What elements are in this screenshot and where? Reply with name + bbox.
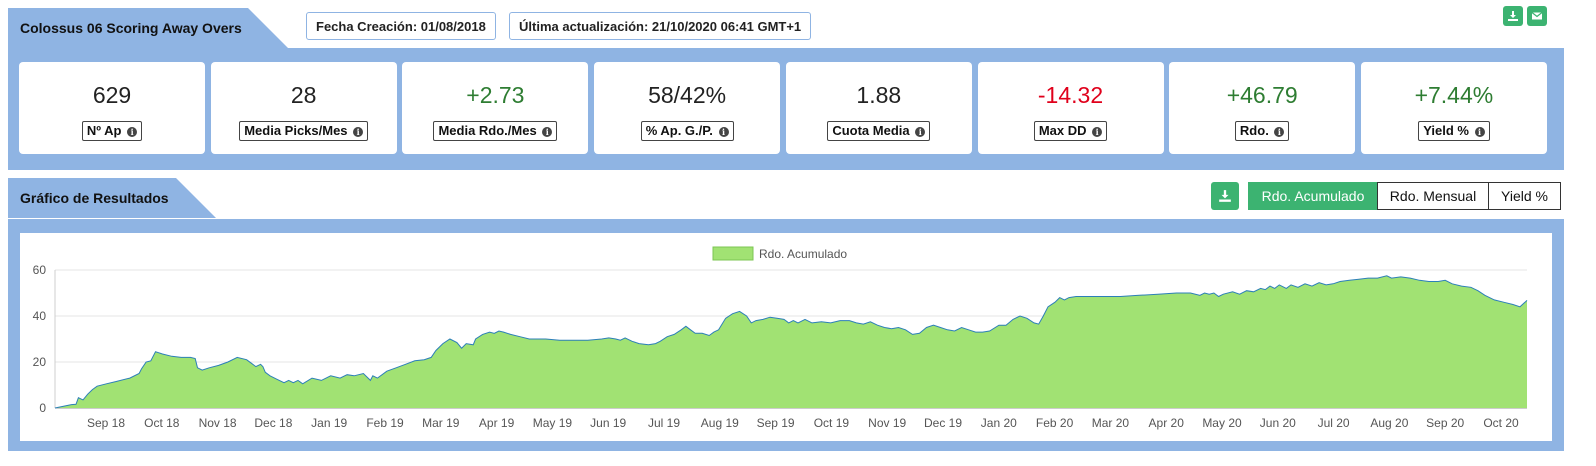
stat-card: +46.79 Rdo. i bbox=[1169, 62, 1356, 154]
download-icon bbox=[1508, 11, 1518, 21]
toggle-yield[interactable]: Yield % bbox=[1488, 182, 1561, 210]
chart-download-button[interactable] bbox=[1211, 182, 1239, 210]
stat-label[interactable]: Cuota Media i bbox=[827, 121, 931, 141]
x-tick-label: May 20 bbox=[1202, 416, 1242, 430]
x-tick-label: Jul 20 bbox=[1318, 416, 1350, 430]
x-tick-label: Apr 20 bbox=[1149, 416, 1185, 430]
x-tick-label: Jan 20 bbox=[981, 416, 1017, 430]
info-icon: i bbox=[1274, 127, 1285, 137]
x-tick-label: Nov 18 bbox=[199, 416, 237, 430]
x-tick-label: Oct 20 bbox=[1483, 416, 1519, 430]
x-tick-label: Jan 19 bbox=[311, 416, 347, 430]
stat-value: 58/42% bbox=[648, 82, 727, 108]
x-tick-label: Feb 20 bbox=[1036, 416, 1074, 430]
results-title: Gráfico de Resultados bbox=[8, 178, 216, 218]
download-button[interactable] bbox=[1503, 6, 1523, 26]
info-icon: i bbox=[353, 127, 364, 137]
stat-label[interactable]: Media Rdo./Mes i bbox=[433, 121, 558, 141]
stat-card: 1.88 Cuota Media i bbox=[785, 62, 972, 154]
stats-panel: 629 Nº Ap i 28 Media Picks/Mes i +2.73 Media … bbox=[8, 48, 1564, 170]
info-icon: i bbox=[1092, 127, 1103, 137]
info-icon: i bbox=[127, 127, 138, 137]
stat-card: +2.73 Media Rdo./Mes i bbox=[402, 62, 589, 154]
x-tick-label: Aug 19 bbox=[701, 416, 739, 430]
stat-card: -14.32 Max DD i bbox=[977, 62, 1164, 154]
stat-label-text: Media Picks/Mes bbox=[244, 123, 348, 138]
envelope-icon bbox=[1531, 12, 1543, 20]
x-tick-label: Nov 19 bbox=[868, 416, 906, 430]
y-tick-label: 0 bbox=[39, 401, 46, 415]
stat-label-text: Nº Ap bbox=[86, 123, 122, 138]
stat-card: 28 Media Picks/Mes i bbox=[210, 62, 397, 154]
email-button[interactable] bbox=[1527, 6, 1547, 26]
x-tick-label: Sep 19 bbox=[757, 416, 795, 430]
legend-label: Rdo. Acumulado bbox=[759, 247, 847, 261]
stat-label-text: Media Rdo./Mes bbox=[438, 123, 537, 138]
download-icon bbox=[1219, 190, 1231, 202]
stat-card: +7.44% Yield % i bbox=[1360, 62, 1547, 154]
x-tick-label: Feb 19 bbox=[366, 416, 404, 430]
info-icon: i bbox=[1474, 127, 1485, 137]
stat-value: +46.79 bbox=[1226, 82, 1298, 108]
x-tick-label: Oct 19 bbox=[814, 416, 850, 430]
x-tick-label: Mar 20 bbox=[1092, 416, 1130, 430]
info-icon: i bbox=[915, 127, 926, 137]
stat-value: -14.32 bbox=[1037, 82, 1104, 108]
results-chart: 0 20 40 60 Sep 18 Oct 18 Nov 18 Dec 18 Jan 19 Fe… bbox=[20, 233, 1552, 441]
x-tick-label: Apr 19 bbox=[479, 416, 515, 430]
stat-label[interactable]: Max DD i bbox=[1033, 121, 1108, 141]
line-series-rdo-acumulado bbox=[54, 275, 1528, 409]
stat-card: 58/42% % Ap. G./P. i bbox=[594, 62, 781, 154]
stat-label-text: Max DD bbox=[1038, 123, 1087, 138]
stat-label[interactable]: Nº Ap i bbox=[81, 121, 143, 141]
stat-label-text: Cuota Media bbox=[832, 123, 910, 138]
chart-svg: 0 20 40 60 Sep 18 Oct 18 Nov 18 Dec 18 Jan 19 Fe… bbox=[33, 246, 1528, 430]
stat-value: 28 bbox=[290, 82, 317, 108]
x-tick-label: Oct 18 bbox=[144, 416, 180, 430]
x-tick-label: Aug 20 bbox=[1370, 416, 1408, 430]
x-tick-label: Sep 20 bbox=[1426, 416, 1464, 430]
y-tick-label: 40 bbox=[33, 309, 47, 323]
stat-label[interactable]: % Ap. G./P. i bbox=[640, 121, 734, 141]
legend-swatch bbox=[712, 246, 754, 261]
x-tick-label: Jun 19 bbox=[590, 416, 626, 430]
stat-label-text: Yield % bbox=[1423, 123, 1469, 138]
x-tick-label: Jun 20 bbox=[1260, 416, 1296, 430]
toggle-rdo-mensual[interactable]: Rdo. Mensual bbox=[1377, 182, 1489, 210]
creation-date: Fecha Creación: 01/08/2018 bbox=[306, 12, 496, 40]
stat-value: 629 bbox=[92, 82, 132, 108]
stat-label-text: Rdo. bbox=[1239, 123, 1269, 138]
stat-card: 629 Nº Ap i bbox=[19, 62, 205, 154]
stat-value: +2.73 bbox=[466, 82, 525, 108]
stat-value: +7.44% bbox=[1414, 82, 1494, 108]
x-tick-label: May 19 bbox=[533, 416, 573, 430]
info-icon: i bbox=[718, 127, 729, 137]
info-icon: i bbox=[542, 127, 553, 137]
stat-label[interactable]: Media Picks/Mes i bbox=[239, 121, 369, 141]
area-series-rdo-acumulado bbox=[55, 275, 1527, 408]
stat-value: 1.88 bbox=[856, 82, 902, 108]
stat-label[interactable]: Yield % i bbox=[1418, 121, 1490, 141]
x-tick-label: Mar 19 bbox=[422, 416, 460, 430]
x-tick-label: Jul 19 bbox=[648, 416, 680, 430]
y-tick-label: 20 bbox=[33, 355, 47, 369]
strategy-title: Colossus 06 Scoring Away Overs bbox=[8, 8, 288, 48]
stat-label-text: % Ap. G./P. bbox=[645, 123, 713, 138]
last-update-date: Última actualización: 21/10/2020 06:41 G… bbox=[509, 12, 812, 40]
y-tick-label: 60 bbox=[33, 263, 47, 277]
stat-label[interactable]: Rdo. i bbox=[1234, 121, 1290, 141]
toggle-rdo-acumulado[interactable]: Rdo. Acumulado bbox=[1248, 182, 1378, 210]
x-tick-label: Sep 18 bbox=[87, 416, 125, 430]
x-tick-label: Dec 19 bbox=[924, 416, 962, 430]
x-tick-label: Dec 18 bbox=[254, 416, 292, 430]
